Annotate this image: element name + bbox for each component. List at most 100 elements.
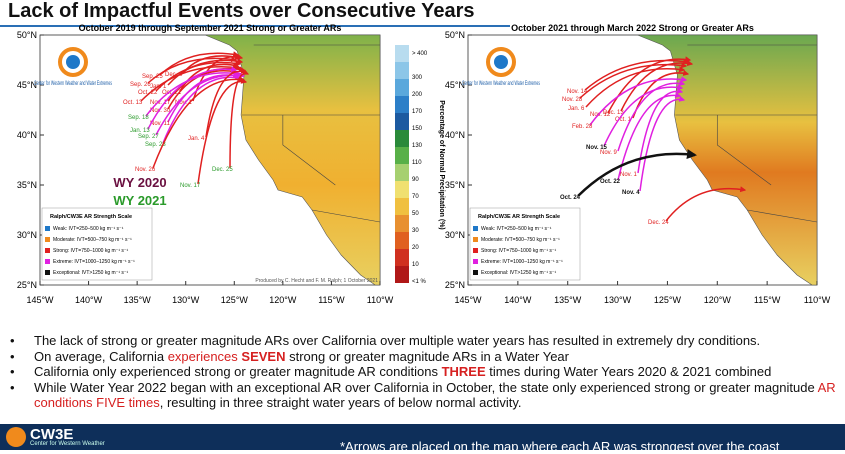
date-label: Oct. 13	[123, 100, 143, 106]
logo-text: Center for Western Weather and Water Ext…	[34, 81, 112, 87]
date-label: Sep. 25	[142, 74, 163, 80]
credit: Produced by C. Hecht and F. M. Ralph; 1 …	[255, 278, 378, 284]
legend-item: Exceptional: IVT>1250 kg m⁻¹ s⁻¹	[481, 270, 557, 276]
legend-item: Moderate: IVT=500–750 kg m⁻¹ s⁻¹	[481, 237, 560, 243]
legend-swatch	[473, 226, 478, 231]
date-label: Sep. 18	[128, 115, 149, 121]
ar-arrow	[579, 62, 688, 99]
ar-arrow	[155, 60, 242, 92]
legend-swatch	[45, 259, 50, 264]
title-rule	[0, 25, 510, 27]
ar-arrow	[197, 77, 248, 185]
maps: October 2019 through September 2021 Stro…	[17, 23, 831, 305]
colorbar-cell	[395, 79, 409, 96]
legend-swatch	[45, 270, 50, 275]
ar-arrow	[577, 149, 697, 197]
ar-arrow	[147, 66, 238, 130]
lat-label: 50°N	[445, 30, 465, 40]
colorbar-cell	[395, 62, 409, 79]
logo-core	[494, 55, 508, 69]
legend-title: Ralph/CW3E AR Strength Scale	[50, 214, 132, 220]
ar-arrow	[589, 76, 688, 126]
logo-core	[66, 55, 80, 69]
colorbar-cell	[395, 113, 409, 130]
lon-label: 110°W	[804, 295, 831, 305]
bullet-text: SEVEN	[241, 348, 286, 364]
date-label: Oct. 24	[560, 195, 581, 201]
lon-label: 130°W	[172, 295, 200, 305]
date-label: Nov. 1	[620, 172, 638, 178]
colorbar-cell	[395, 147, 409, 164]
date-label: Nov. 17	[150, 100, 171, 106]
legend-item: Weak: IVT=250–500 kg m⁻¹ s⁻¹	[481, 226, 552, 232]
ar-arrow	[585, 66, 686, 108]
colorbar-cell	[395, 249, 409, 266]
ar-arrow	[192, 53, 244, 102]
colorbar-cell	[395, 181, 409, 198]
colorbar-label: > 400	[412, 51, 428, 57]
date-label: Nov. 11	[150, 121, 170, 127]
date-label: Sep. 23	[145, 142, 166, 148]
legend-item: Extreme: IVT=1000–1250 kg m⁻¹ s⁻¹	[53, 259, 135, 265]
lat-label: 35°N	[17, 180, 37, 190]
colorbar-cell	[395, 232, 409, 249]
date-label: Dec. 13	[603, 110, 624, 116]
date-label: Oct. 1	[615, 117, 632, 123]
lat-label: 40°N	[17, 130, 37, 140]
colorbar-label: 300	[412, 75, 423, 81]
colorbar-label: 130	[412, 143, 423, 149]
bullet-text: strong or greater magnitude ARs in a Wat…	[285, 348, 569, 364]
ar-arrow	[162, 74, 242, 144]
date-label: Nov. 14	[567, 89, 588, 95]
colorbar-label: 50	[412, 211, 419, 217]
bullet-text: experiences	[167, 348, 242, 364]
date-label: Nov. 4	[622, 190, 640, 196]
legend-swatch	[473, 248, 478, 253]
bullet-text: , resulting in three straight water year…	[159, 395, 522, 410]
ar-arrow	[620, 60, 694, 112]
lat-label: 25°N	[445, 280, 465, 290]
lon-label: 110°W	[367, 295, 394, 305]
footer-logo-sub: Center for Western Weather	[30, 441, 105, 447]
lat-label: 40°N	[445, 130, 465, 140]
lat-label: 45°N	[17, 80, 37, 90]
borders	[242, 44, 381, 223]
colorbar-cell	[395, 198, 409, 215]
ar-arrow	[229, 69, 250, 169]
colorbar-label: 90	[412, 177, 419, 183]
legend-box	[469, 207, 581, 281]
ar-arrow	[147, 56, 238, 84]
colorbar-label: 70	[412, 194, 419, 200]
date-label: Oct. 22	[600, 179, 621, 185]
ar-arrow	[603, 84, 684, 147]
lon-label: 145°W	[454, 295, 482, 305]
legend-swatch	[473, 259, 478, 264]
ar-arrow	[607, 56, 692, 114]
bullet-text: While Water Year 2022 began with an exce…	[34, 379, 818, 395]
footer-logo: CW3E	[30, 426, 74, 443]
water-year: WY 2021	[113, 193, 166, 208]
bullet-text: times during Water Years 2020 & 2021 com…	[485, 364, 772, 379]
legend-swatch	[45, 226, 50, 231]
colorbar-label: 30	[412, 228, 419, 234]
bullet-text: AR conditions FIVE times	[34, 379, 836, 411]
ar-arrow	[205, 67, 248, 138]
logo-text: Center for Western Weather and Water Ext…	[462, 81, 540, 87]
date-label: Jan. 13	[130, 128, 150, 134]
ar-arrow	[140, 64, 242, 102]
legend-item: Weak: IVT=250–500 kg m⁻¹ s⁻¹	[53, 226, 124, 232]
date-label: Dec. 25	[212, 167, 233, 173]
colorbar-label: 10	[412, 262, 419, 268]
date-label: Nov. 26	[135, 167, 156, 173]
date-label: Dec. 8	[165, 72, 183, 78]
slide-title: Lack of Impactful Events over Consecutiv…	[8, 0, 475, 22]
date-label: Jan. 6	[568, 106, 585, 112]
colorbar-cell	[395, 96, 409, 113]
footer: CW3E Center for Western Weather *Arrows …	[0, 424, 845, 454]
lat-label: 45°N	[445, 80, 465, 90]
ar-arrow	[665, 186, 747, 222]
footer-icon	[6, 427, 26, 447]
colorbar-cell	[395, 266, 409, 283]
map-subtitle: October 2019 through September 2021 Stro…	[79, 23, 342, 33]
date-label: Oct. 22	[138, 90, 158, 96]
